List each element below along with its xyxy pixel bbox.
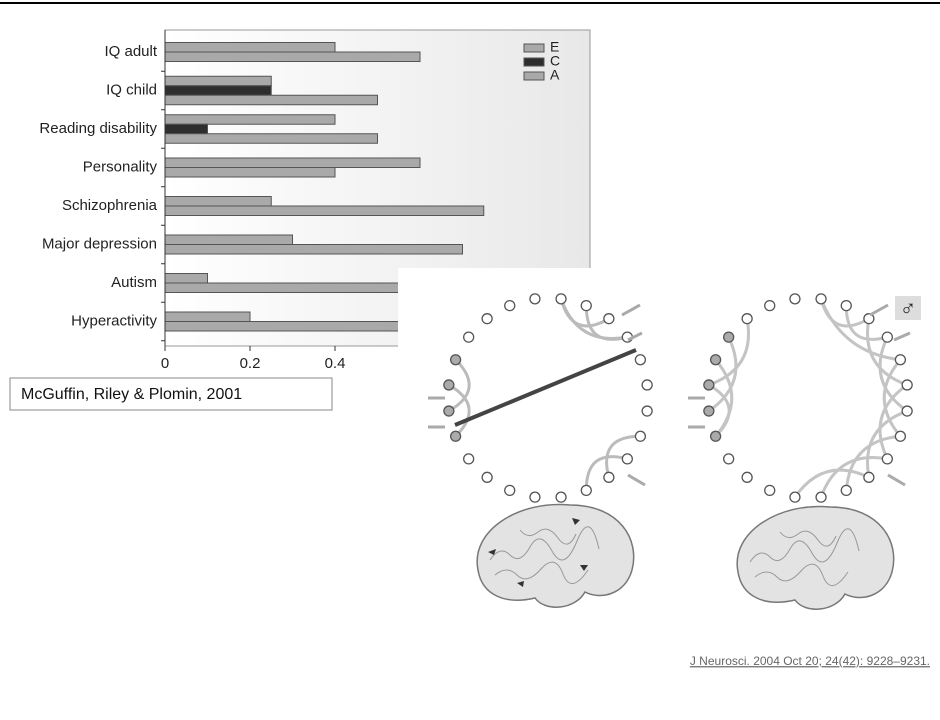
node	[464, 454, 474, 464]
bar	[165, 245, 463, 255]
node	[902, 406, 912, 416]
node	[635, 355, 645, 365]
node	[642, 380, 652, 390]
node	[642, 406, 652, 416]
node	[530, 294, 540, 304]
connectivity-figure: ♂ J Neurosci. 2004 Oct 20; 24(42): 9228–…	[398, 268, 940, 720]
node	[882, 332, 892, 342]
x-tick-label: 0.2	[240, 355, 261, 372]
node	[556, 492, 566, 502]
node	[581, 301, 591, 311]
x-tick-label: 0.4	[325, 355, 346, 372]
node	[816, 492, 826, 502]
y-tick-label: IQ adult	[104, 43, 157, 60]
node	[482, 314, 492, 324]
node	[742, 472, 752, 482]
bar	[165, 43, 335, 53]
y-tick-label: Personality	[83, 158, 158, 175]
node	[724, 454, 734, 464]
node	[882, 454, 892, 464]
node	[622, 454, 632, 464]
node	[790, 294, 800, 304]
legend-swatch	[524, 44, 544, 52]
node	[711, 355, 721, 365]
citation-text: McGuffin, Riley & Plomin, 2001	[21, 386, 242, 403]
bar	[165, 312, 250, 322]
bar	[165, 197, 271, 207]
bar	[165, 158, 420, 168]
bar	[165, 86, 271, 96]
slide: IQ adult IQ child Reading disability Person…	[0, 0, 940, 720]
node	[530, 492, 540, 502]
y-tick-label: Hyperactivity	[71, 312, 157, 329]
bar	[165, 95, 378, 105]
bar	[165, 124, 208, 134]
node	[505, 301, 515, 311]
node	[711, 431, 721, 441]
node	[724, 332, 734, 342]
legend: ECA	[524, 39, 560, 83]
bar	[165, 76, 271, 86]
y-tick-label: Schizophrenia	[62, 197, 158, 214]
node	[895, 355, 905, 365]
bar	[165, 134, 378, 144]
node	[902, 380, 912, 390]
node	[765, 485, 775, 495]
node	[841, 485, 851, 495]
node	[581, 485, 591, 495]
node	[742, 314, 752, 324]
node	[864, 472, 874, 482]
node	[816, 294, 826, 304]
bar	[165, 235, 293, 245]
node	[704, 406, 714, 416]
y-tick-label: Major depression	[42, 235, 157, 252]
node	[556, 294, 566, 304]
legend-label: A	[550, 67, 560, 83]
node	[505, 485, 515, 495]
node	[482, 472, 492, 482]
y-tick-label: IQ child	[106, 81, 157, 98]
x-tick-label: 0	[161, 355, 169, 372]
node	[444, 380, 454, 390]
node	[604, 314, 614, 324]
sex-symbol: ♂	[900, 295, 917, 320]
bar	[165, 168, 335, 178]
node	[451, 355, 461, 365]
node	[604, 472, 614, 482]
source-link[interactable]: J Neurosci. 2004 Oct 20; 24(42): 9228–92…	[690, 654, 930, 668]
node	[704, 380, 714, 390]
node	[895, 431, 905, 441]
bar	[165, 274, 208, 284]
bar	[165, 206, 484, 216]
node	[464, 332, 474, 342]
node	[841, 301, 851, 311]
node	[635, 431, 645, 441]
bar	[165, 115, 335, 125]
node	[765, 301, 775, 311]
node	[451, 431, 461, 441]
y-tick-label: Reading disability	[39, 120, 157, 137]
chart: IQ adult IQ child Reading disability Person…	[0, 0, 940, 720]
y-tick-label: Autism	[111, 274, 157, 291]
legend-swatch	[524, 72, 544, 80]
node	[444, 406, 454, 416]
bar	[165, 52, 420, 62]
legend-swatch	[524, 58, 544, 66]
node	[790, 492, 800, 502]
